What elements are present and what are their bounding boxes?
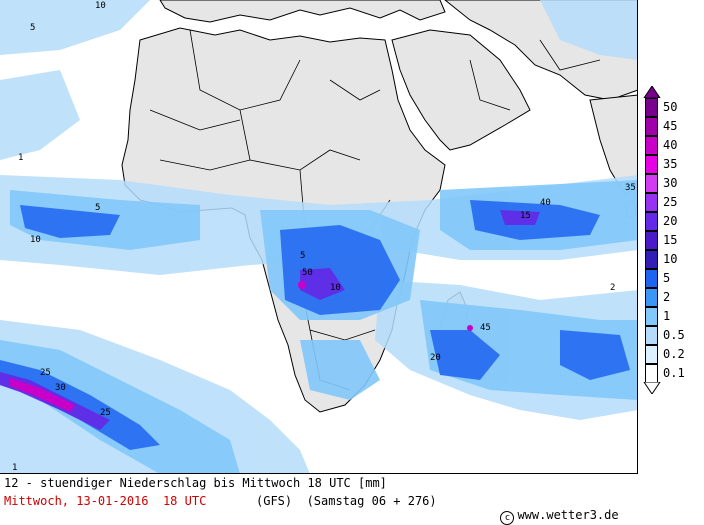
legend-label: 2 <box>663 290 671 304</box>
valid-date: Mittwoch, 13-01-2016 18 UTC <box>4 494 207 508</box>
legend-swatch <box>645 212 658 231</box>
legend-label: 5 <box>663 271 671 285</box>
legend-label: 50 <box>663 100 678 114</box>
legend-label: 30 <box>663 176 678 190</box>
contour-label: 5 <box>95 203 100 213</box>
legend-label: 25 <box>663 195 678 209</box>
legend-arrow-top <box>643 86 661 98</box>
precip-extreme <box>10 281 473 412</box>
legend-label: 20 <box>663 214 678 228</box>
model-run: (GFS) (Samstag 06 + 276) <box>256 494 437 508</box>
legend-swatch <box>645 193 658 212</box>
contour-label: 10 <box>95 1 106 11</box>
copyright-icon: c <box>500 511 515 525</box>
legend-label: 10 <box>663 252 678 266</box>
legend-label: 45 <box>663 119 678 133</box>
legend-label: 0.2 <box>663 347 685 361</box>
contour-label: 10 <box>330 283 341 293</box>
legend-label: 0.1 <box>663 366 685 380</box>
contour-label: 1 <box>12 463 17 473</box>
legend-colorbar: 50 45 40 35 30 25 20 15 10 5 2 1 0.5 0.2 0.1 <box>641 86 704 396</box>
contour-label: 5 <box>300 251 305 261</box>
contour-label: 30 <box>55 383 66 393</box>
contour-labels: 10 5 1 10 5 25 1 5 10 15 20 25 30 35 40 … <box>12 1 636 473</box>
legend-swatch <box>645 231 658 250</box>
contour-label: 35 <box>625 183 636 193</box>
contour-label: 45 <box>480 323 491 333</box>
contour-label: 15 <box>520 211 531 221</box>
legend-swatch <box>645 269 658 288</box>
contour-label: 2 <box>610 283 615 293</box>
legend-label: 35 <box>663 157 678 171</box>
credit-link[interactable]: www.wetter3.de <box>517 508 619 522</box>
legend-swatch <box>645 117 658 136</box>
legend-swatch <box>645 288 658 307</box>
legend-swatch <box>645 98 658 117</box>
legend-swatch <box>645 155 658 174</box>
legend-arrow-bottom <box>643 382 661 394</box>
legend-swatch <box>645 345 658 364</box>
legend-swatch <box>645 136 658 155</box>
legend-label: 40 <box>663 138 678 152</box>
contour-label: 25 <box>100 408 111 418</box>
legend-label: 0.5 <box>663 328 685 342</box>
legend-swatch <box>645 364 658 383</box>
contour-label: 50 <box>302 268 313 278</box>
legend-label: 15 <box>663 233 678 247</box>
legend-swatch <box>645 250 658 269</box>
contour-label: 1 <box>18 153 23 163</box>
legend-label: 1 <box>663 309 671 323</box>
credit[interactable]: c www.wetter3.de <box>486 494 619 525</box>
contour-label: 40 <box>540 198 551 208</box>
contour-label: 5 <box>30 23 35 33</box>
map-canvas: 10 5 1 10 5 25 1 5 10 15 20 25 30 35 40 … <box>0 0 637 473</box>
contour-label: 10 <box>30 235 41 245</box>
legend-swatch <box>645 326 658 345</box>
legend-swatch <box>645 307 658 326</box>
map-caption: 12 - stuendiger Niederschlag bis Mittwoc… <box>4 476 387 490</box>
precipitation-map: 10 5 1 10 5 25 1 5 10 15 20 25 30 35 40 … <box>0 0 638 474</box>
contour-label: 20 <box>430 353 441 363</box>
legend-swatch <box>645 174 658 193</box>
contour-label: 25 <box>40 368 51 378</box>
